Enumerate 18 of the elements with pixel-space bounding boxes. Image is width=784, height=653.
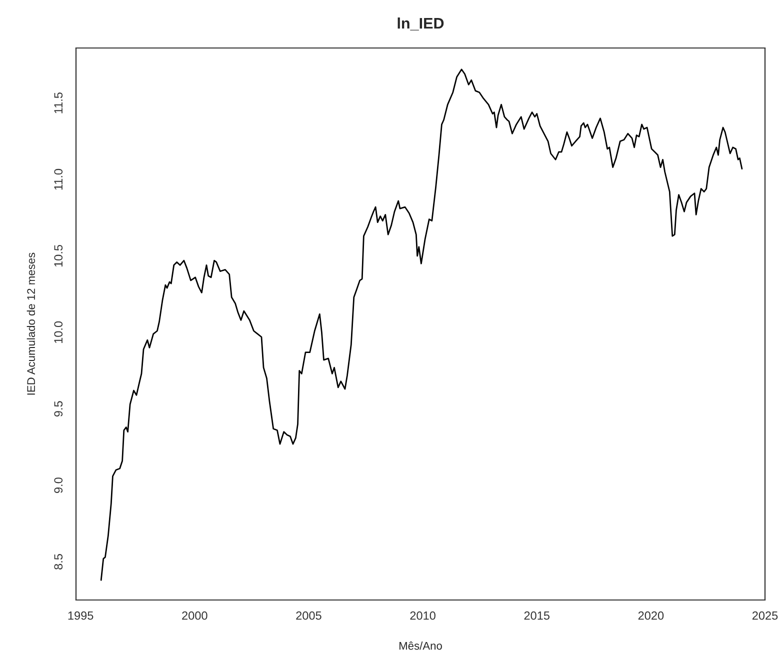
x-axis-title: Mês/Ano [399,642,442,650]
x-tick-label: 2020 [638,611,664,620]
y-tick-label: 10.0 [54,321,63,343]
line-series [100,68,743,581]
y-tick-label: 11.5 [54,92,63,114]
x-tick-label: 1995 [68,611,94,620]
y-tick-label: 9.0 [54,478,63,493]
y-tick-label: 10.5 [54,244,63,267]
x-tick-label: 2000 [182,611,208,620]
x-tick-label: 2025 [752,611,778,620]
y-axis-title: IED Acumulado de 12 meses [26,252,36,395]
x-tick-label: 2005 [296,611,322,620]
x-tick-label: 2010 [410,611,436,620]
chart-title: ln_IED [398,17,444,30]
y-tick-label: 8.5 [54,554,63,570]
y-tick-label: 9.5 [54,401,63,417]
y-tick-label: 11.0 [54,168,63,190]
x-tick-label: 2015 [524,611,550,620]
